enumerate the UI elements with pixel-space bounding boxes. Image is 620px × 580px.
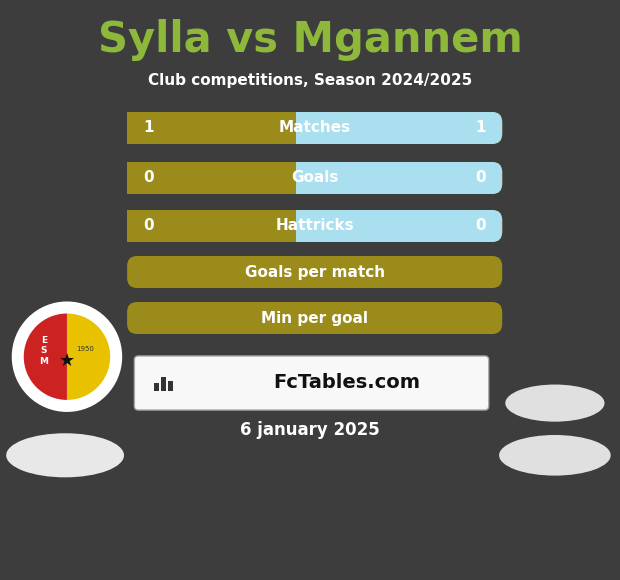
- Text: 1950: 1950: [76, 346, 94, 351]
- Ellipse shape: [499, 435, 611, 476]
- Ellipse shape: [505, 385, 604, 422]
- Bar: [127, 162, 296, 194]
- FancyBboxPatch shape: [127, 162, 502, 194]
- Text: Min per goal: Min per goal: [261, 310, 368, 325]
- Text: 0: 0: [143, 219, 154, 234]
- Text: 6 january 2025: 6 january 2025: [240, 421, 380, 439]
- Ellipse shape: [6, 433, 124, 477]
- FancyBboxPatch shape: [127, 210, 502, 242]
- FancyBboxPatch shape: [127, 112, 502, 144]
- Text: Goals: Goals: [291, 171, 339, 186]
- Circle shape: [13, 303, 121, 411]
- FancyBboxPatch shape: [127, 162, 502, 194]
- Text: E
S
M: E S M: [40, 336, 48, 365]
- Text: 0: 0: [476, 219, 486, 234]
- Text: Matches: Matches: [278, 121, 351, 136]
- Text: 0: 0: [143, 171, 154, 186]
- FancyBboxPatch shape: [135, 356, 489, 410]
- Text: 1: 1: [476, 121, 486, 136]
- Bar: [154, 383, 159, 391]
- Text: Sylla vs Mgannem: Sylla vs Mgannem: [97, 19, 523, 61]
- FancyBboxPatch shape: [127, 256, 502, 288]
- Text: Goals per match: Goals per match: [244, 264, 385, 280]
- Text: Hattricks: Hattricks: [275, 219, 354, 234]
- Bar: [169, 381, 174, 391]
- Bar: [127, 112, 296, 144]
- Text: 1: 1: [143, 121, 154, 136]
- FancyBboxPatch shape: [127, 302, 502, 334]
- Text: 0: 0: [476, 171, 486, 186]
- Text: Club competitions, Season 2024/2025: Club competitions, Season 2024/2025: [148, 72, 472, 88]
- Wedge shape: [67, 313, 110, 400]
- Text: ★: ★: [59, 351, 75, 369]
- Bar: [127, 210, 296, 242]
- Bar: [161, 377, 166, 391]
- Wedge shape: [24, 313, 67, 400]
- Text: FcTables.com: FcTables.com: [273, 374, 420, 393]
- FancyBboxPatch shape: [127, 112, 502, 144]
- FancyBboxPatch shape: [127, 210, 502, 242]
